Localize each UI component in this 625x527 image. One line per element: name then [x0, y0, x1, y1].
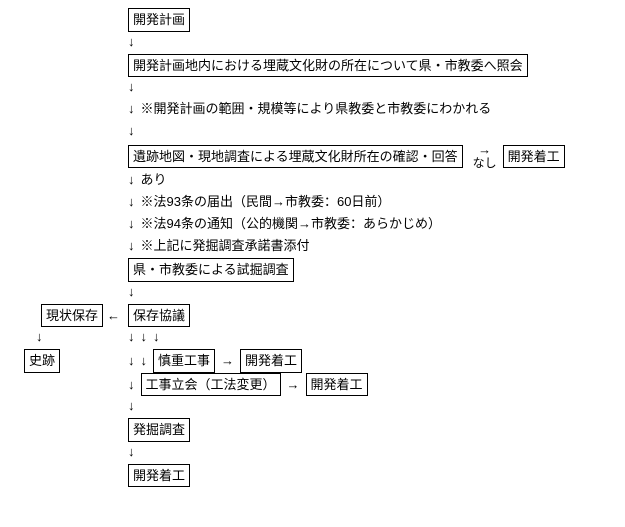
arrow-down: ↓: [128, 99, 135, 119]
note-scope: ※開発計画の範囲・規模等により県教委と市教委にわかれる: [141, 99, 492, 119]
node-excavation: 発掘調査: [128, 418, 190, 442]
arrow-down: ↓: [128, 170, 135, 190]
arrow-right: →: [221, 351, 234, 371]
node-start-final: 開発着工: [128, 464, 190, 488]
arrow-down: ↓: [128, 236, 135, 256]
node-trial-dig: 県・市教委による試掘調査: [128, 258, 294, 282]
note-attach: ※上記に発掘調査承諾書添付: [141, 236, 310, 256]
arrow-left: ←: [107, 306, 120, 326]
node-careful-work: 慎重工事: [153, 349, 215, 373]
arrow-down: ↓: [128, 327, 135, 347]
arrow-down: ↓: [128, 351, 135, 371]
node-consult: 保存協議: [128, 304, 190, 328]
label-exists: あり: [141, 170, 167, 190]
note-law94: ※法94条の通知（公的機関→市教委：あらかじめ）: [141, 214, 441, 234]
arrow-down: ↓: [128, 32, 135, 52]
arrow-down: ↓: [153, 327, 160, 347]
arrow-down: ↓: [128, 375, 135, 395]
node-attendance: 工事立会（工法変更）: [141, 373, 281, 397]
node-start-2: 開発着工: [240, 349, 302, 373]
node-plan: 開発計画: [128, 8, 190, 32]
arrow-down: ↓: [141, 327, 148, 347]
node-historic-site: 史跡: [24, 349, 60, 373]
label-none: なし: [473, 157, 497, 170]
arrow-right: →: [478, 143, 491, 157]
note-law93: ※法93条の届出（民間→市教委：60日前）: [141, 192, 391, 212]
arrow-down: ↓: [128, 442, 135, 462]
arrow-down: ↓: [128, 396, 135, 416]
node-preserve: 現状保存: [41, 304, 103, 328]
arrow-down: ↓: [128, 121, 135, 141]
node-confirm: 遺跡地図・現地調査による埋蔵文化財所在の確認・回答: [128, 145, 463, 169]
arrow-down: ↓: [128, 282, 135, 302]
node-start-1: 開発着工: [503, 145, 565, 169]
node-inquiry: 開発計画地内における埋蔵文化財の所在について県・市教委へ照会: [128, 54, 528, 78]
arrow-right: →: [287, 375, 300, 395]
arrow-down: ↓: [141, 351, 148, 371]
arrow-down: ↓: [36, 327, 43, 347]
node-start-3: 開発着工: [306, 373, 368, 397]
arrow-down: ↓: [128, 214, 135, 234]
arrow-down: ↓: [128, 192, 135, 212]
arrow-down: ↓: [128, 77, 135, 97]
